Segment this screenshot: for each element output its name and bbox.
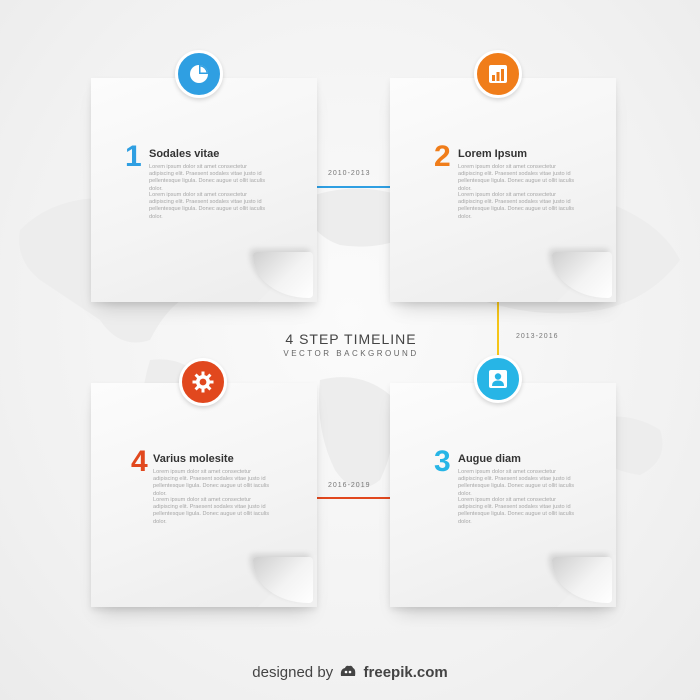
step-description: Lorem ipsum dolor sit amet consectetur a… xyxy=(153,497,269,525)
connector-line-2-3 xyxy=(497,302,499,384)
step-description: Lorem ipsum dolor sit amet consectetur a… xyxy=(458,192,574,220)
step-description: Lorem ipsum dolor sit amet consectetur a… xyxy=(458,469,574,497)
step-number: 4 xyxy=(131,445,148,478)
step-card-4: 4 Varius molesite Lorem ipsum dolor sit … xyxy=(91,383,317,607)
step-number: 1 xyxy=(125,140,142,173)
step-4-badge xyxy=(179,358,227,406)
step-card-2: 2 Lorem Ipsum Lorem ipsum dolor sit amet… xyxy=(390,78,616,302)
step-description: Lorem ipsum dolor sit amet consectetur a… xyxy=(149,164,265,192)
step-title: Augue diam xyxy=(458,453,521,465)
step-description: Lorem ipsum dolor sit amet consectetur a… xyxy=(149,192,265,220)
freepik-logo-icon xyxy=(341,665,356,676)
year-label-2010-2013: 2010-2013 xyxy=(328,170,371,177)
step-card-3: 3 Augue diam Lorem ipsum dolor sit amet … xyxy=(390,383,616,607)
footer-credit: designed by freepik.com xyxy=(0,664,700,681)
step-title: Sodales vitae xyxy=(149,148,220,160)
footer-brand[interactable]: freepik.com xyxy=(363,664,448,681)
step-card-1: 1 Sodales vitae Lorem ipsum dolor sit am… xyxy=(91,78,317,302)
gear-icon xyxy=(192,371,214,393)
step-2-badge xyxy=(474,50,522,98)
step-number: 2 xyxy=(434,140,451,173)
step-description: Lorem ipsum dolor sit amet consectetur a… xyxy=(458,164,574,192)
timeline-title: 4 STEP TIMELINE xyxy=(285,331,417,347)
bar-chart-icon xyxy=(489,65,507,83)
step-description: Lorem ipsum dolor sit amet consectetur a… xyxy=(153,469,269,497)
connector-line-3-4 xyxy=(316,497,390,499)
connector-line-1-2 xyxy=(316,186,390,188)
step-number: 3 xyxy=(434,445,451,478)
pie-chart-icon xyxy=(190,65,208,83)
step-title: Lorem Ipsum xyxy=(458,148,528,160)
timeline-subtitle: VECTOR BACKGROUND xyxy=(283,349,419,358)
step-title: Varius molesite xyxy=(153,453,234,465)
year-label-2013-2016: 2013-2016 xyxy=(516,333,559,340)
step-1-badge xyxy=(175,50,223,98)
footer-prefix: designed by xyxy=(252,664,334,681)
user-icon xyxy=(489,370,507,388)
year-label-2016-2019: 2016-2019 xyxy=(328,482,371,489)
step-description: Lorem ipsum dolor sit amet consectetur a… xyxy=(458,497,574,525)
step-3-badge xyxy=(474,355,522,403)
